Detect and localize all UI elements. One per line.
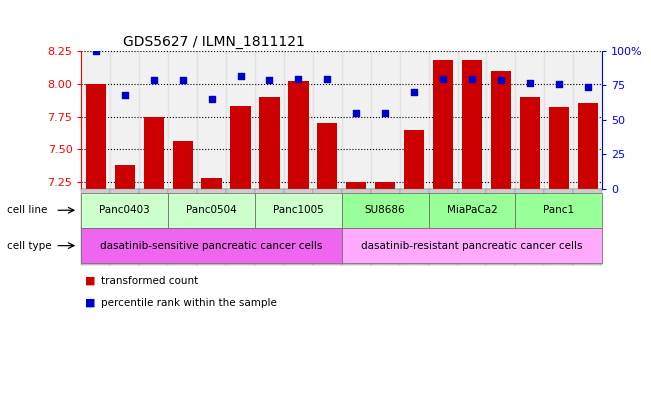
Bar bbox=[288, 81, 309, 189]
Text: ■: ■ bbox=[85, 276, 95, 286]
Text: dasatinib-sensitive pancreatic cancer cells: dasatinib-sensitive pancreatic cancer ce… bbox=[100, 241, 323, 251]
Bar bbox=[197, 51, 226, 189]
Text: Panc1: Panc1 bbox=[543, 205, 574, 215]
Point bbox=[206, 96, 217, 102]
Bar bbox=[577, 103, 598, 189]
Point bbox=[438, 75, 449, 82]
Bar bbox=[486, 51, 516, 189]
Point bbox=[264, 77, 275, 83]
Text: dasatinib-resistant pancreatic cancer cells: dasatinib-resistant pancreatic cancer ce… bbox=[361, 241, 583, 251]
Bar bbox=[230, 106, 251, 189]
Point bbox=[583, 84, 593, 90]
Point bbox=[322, 75, 333, 82]
Bar bbox=[574, 51, 602, 189]
Point bbox=[90, 48, 101, 54]
Bar bbox=[115, 165, 135, 189]
Point bbox=[235, 73, 245, 79]
Bar bbox=[317, 123, 337, 189]
Point bbox=[409, 89, 419, 95]
Bar bbox=[549, 107, 569, 189]
Bar bbox=[342, 51, 370, 189]
Bar bbox=[259, 97, 279, 189]
Point bbox=[495, 77, 506, 83]
Bar bbox=[433, 60, 453, 189]
Bar bbox=[86, 84, 106, 189]
Point bbox=[178, 77, 188, 83]
Text: percentile rank within the sample: percentile rank within the sample bbox=[101, 298, 277, 308]
Text: SU8686: SU8686 bbox=[365, 205, 406, 215]
Bar bbox=[284, 51, 313, 189]
Point bbox=[293, 75, 303, 82]
Text: ■: ■ bbox=[85, 298, 95, 308]
Text: cell type: cell type bbox=[7, 241, 51, 251]
Point bbox=[148, 77, 159, 83]
Bar bbox=[458, 51, 486, 189]
Bar bbox=[139, 51, 168, 189]
Point bbox=[380, 110, 391, 116]
Bar bbox=[110, 51, 139, 189]
Bar bbox=[168, 51, 197, 189]
Bar bbox=[404, 130, 424, 189]
Text: Panc1005: Panc1005 bbox=[273, 205, 324, 215]
Point bbox=[120, 92, 130, 98]
Text: Panc0403: Panc0403 bbox=[100, 205, 150, 215]
Bar bbox=[144, 117, 164, 189]
Bar bbox=[462, 60, 482, 189]
Point bbox=[467, 75, 477, 82]
Text: Panc0504: Panc0504 bbox=[186, 205, 237, 215]
Bar bbox=[226, 51, 255, 189]
Bar bbox=[81, 51, 110, 189]
Bar bbox=[400, 51, 428, 189]
Bar bbox=[255, 51, 284, 189]
Bar bbox=[370, 51, 400, 189]
Bar bbox=[516, 51, 544, 189]
Bar bbox=[346, 182, 367, 189]
Bar bbox=[313, 51, 342, 189]
Text: MiaPaCa2: MiaPaCa2 bbox=[447, 205, 497, 215]
Bar bbox=[375, 182, 395, 189]
Text: GDS5627 / ILMN_1811121: GDS5627 / ILMN_1811121 bbox=[123, 35, 305, 49]
Bar bbox=[544, 51, 574, 189]
Point bbox=[553, 81, 564, 87]
Bar bbox=[428, 51, 458, 189]
Bar bbox=[519, 97, 540, 189]
Bar bbox=[173, 141, 193, 189]
Point bbox=[525, 80, 535, 86]
Bar bbox=[201, 178, 222, 189]
Text: transformed count: transformed count bbox=[101, 276, 198, 286]
Point bbox=[351, 110, 361, 116]
Text: cell line: cell line bbox=[7, 205, 47, 215]
Bar bbox=[491, 71, 511, 189]
